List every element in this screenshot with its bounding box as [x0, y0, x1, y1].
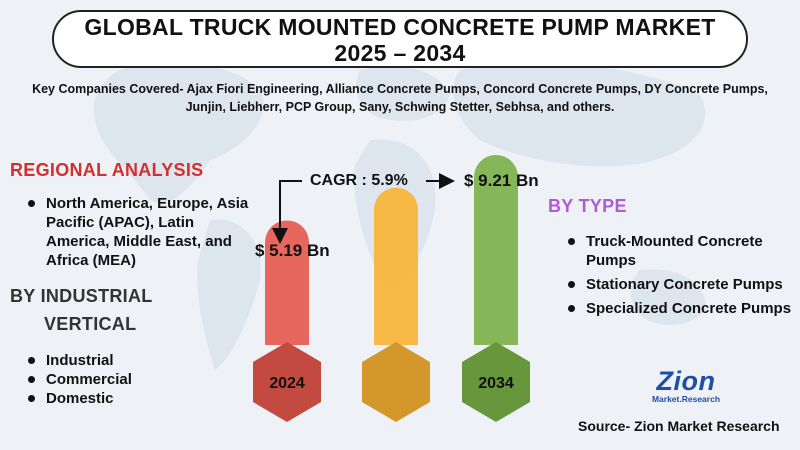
value-2024-label: $ 5.19 Bn: [255, 241, 330, 260]
logo-tagline: Market.Research: [651, 394, 721, 404]
industrial-vertical-heading: BY INDUSTRIAL: [10, 286, 153, 306]
regional-analysis-heading: REGIONAL ANALYSIS: [10, 160, 204, 180]
cagr-arrow-down: [272, 180, 302, 244]
chart-year-label-3: 2034: [478, 375, 514, 392]
regional-list: North America, Europe, Asia Pacific (APA…: [22, 194, 252, 270]
chart-year-label-1: 2024: [269, 375, 305, 392]
page-title: GLOBAL TRUCK MOUNTED CONCRETE PUMP MARKE…: [84, 14, 716, 40]
by-type-heading: BY TYPE: [548, 196, 627, 216]
list-item: Specialized Concrete Pumps: [562, 299, 800, 318]
source-text: Source- Zion Market Research: [578, 418, 780, 434]
chart-base-hexagon-2: [362, 342, 430, 422]
chart-bar-1: [265, 220, 309, 345]
value-2034-label: $ 9.21 Bn: [464, 171, 539, 190]
logo-wordmark: Zion: [656, 366, 716, 396]
list-item: Truck-Mounted Concrete Pumps: [562, 232, 800, 270]
cagr-label: CAGR : 5.9%: [310, 172, 408, 189]
list-item: Domestic: [22, 389, 222, 408]
industrial-list: Industrial Commercial Domestic: [22, 351, 222, 408]
chart-bar-2: [374, 187, 418, 345]
list-item: Commercial: [22, 370, 222, 389]
industrial-vertical-heading-line2: VERTICAL: [44, 314, 137, 334]
key-companies-text: Key Companies Covered- Ajax Fiori Engine…: [32, 82, 768, 114]
zion-logo: Zion Market.Research: [636, 366, 736, 405]
list-item: Stationary Concrete Pumps: [562, 275, 800, 294]
title-banner: GLOBAL TRUCK MOUNTED CONCRETE PUMP MARKE…: [52, 10, 748, 68]
list-item: North America, Europe, Asia Pacific (APA…: [22, 194, 252, 270]
type-list: Truck-Mounted Concrete Pumps Stationary …: [562, 232, 800, 323]
chart-base-hexagon-1: [253, 342, 321, 422]
chart-base-hexagon-3: [462, 342, 530, 422]
chart-bar-3: [474, 155, 518, 345]
list-item: Industrial: [22, 351, 222, 370]
title-years: 2025 – 2034: [334, 40, 466, 66]
